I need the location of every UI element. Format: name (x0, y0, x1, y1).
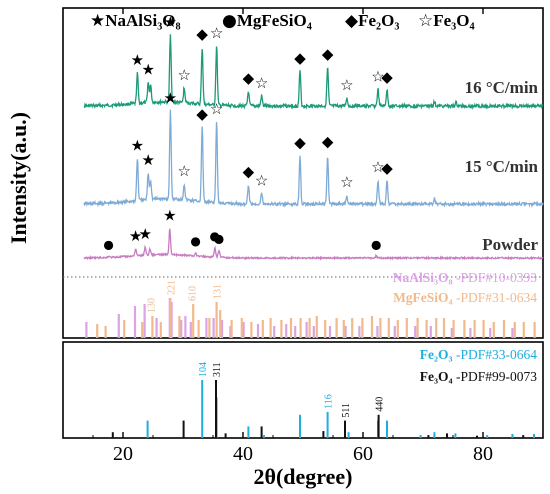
trace-2 (83, 109, 544, 209)
phase-marker: ☆ (210, 24, 223, 42)
chart-labels: 20 40 60 80 2θ(degree) Intensity(a.u.) 16 °C/m… (6, 78, 539, 489)
x-axis-title: 2θ(degree) (253, 464, 352, 489)
phase-marker: ☆ (177, 66, 190, 84)
phase-marker: ★ (164, 89, 177, 107)
hkl-label: 130 (147, 298, 158, 313)
x-tick-label: 60 (353, 443, 373, 465)
phase-marker: ☆ (255, 74, 268, 92)
y-axis-title: Intensity(a.u.) (6, 112, 31, 244)
series-label: 15 °C/min (465, 157, 539, 176)
trace-3 (83, 228, 544, 261)
hkl-label: 311 (212, 362, 223, 377)
x-tick-label: 40 (233, 443, 253, 465)
phase-legend: ★NaAlSi₃O₈ ●MgFeSiO₄ ◆Fe₂O₃ ☆Fe₃O₄ (90, 11, 475, 31)
phase-marker: ★ (141, 151, 154, 169)
phase-marker: ★ (141, 60, 154, 78)
legend-entry: ◆Fe₂O₃ (345, 11, 399, 31)
phase-marker: ★ (129, 227, 142, 245)
reference-pdf: -PDF#33-0664 (456, 347, 537, 362)
phase-marker: ◆ (243, 69, 255, 87)
reference-legend: Fe₂O₃ -PDF#33-0664 (420, 347, 537, 362)
legend-label: Fe₃O₄ (433, 11, 474, 30)
reference-phase: MgFeSiO₄ (393, 290, 456, 305)
trace-1 (83, 34, 544, 111)
plot-frames (62, 7, 544, 439)
legend-label: NaAlSi₃O₈ (105, 11, 180, 30)
x-tick-label: 80 (473, 443, 493, 465)
reference-pdf: -PDF#99-0073 (456, 369, 537, 384)
phase-marker: ◆ (322, 45, 334, 63)
phase-marker: ● (103, 237, 113, 251)
phase-marker: ● (190, 234, 200, 248)
legend-label: Fe₂O₃ (358, 11, 399, 30)
phase-markers: ★★★☆◆ ☆◆ ☆◆ ◆☆ ☆◆★★★☆◆ ☆◆ ☆◆ ◆☆☆◆● ★★★● ●● ● (103, 13, 393, 251)
phase-marker: ● (210, 229, 220, 243)
hkl-label: 511 (341, 403, 352, 418)
reference-legend: NaAlSi₃O₈ -PDF#10-0393 (393, 270, 537, 285)
legend-label: MgFeSiO₄ (237, 11, 312, 30)
x-tick-label: 20 (113, 443, 133, 465)
legend-entry: ★NaAlSi₃O₈ (90, 11, 181, 31)
phase-marker: ◆ (294, 49, 306, 67)
phase-marker: ◆ (196, 25, 208, 43)
reference-panel-frame (62, 341, 544, 439)
legend-symbol: ☆ (418, 11, 433, 31)
reference-phase: Fe₃O₄ (420, 369, 456, 384)
phase-marker: ◆ (294, 134, 306, 152)
hkl-label: 610 (187, 286, 198, 301)
phase-marker: ★ (163, 206, 176, 224)
phase-marker: ☆ (340, 76, 353, 94)
legend-symbol: ★ (90, 11, 105, 31)
phase-marker: ☆ (371, 67, 384, 85)
hkl-label: 104 (198, 362, 209, 377)
phase-marker: ★ (138, 225, 151, 243)
hkl-label: 116 (324, 394, 335, 409)
phase-marker: ☆ (255, 171, 268, 189)
legend-symbol: ● (222, 11, 237, 31)
series-label: Powder (482, 235, 538, 254)
reference-pdf: -PDF#10-0393 (456, 270, 537, 285)
phase-marker: ☆ (340, 173, 353, 191)
reference-phase: NaAlSi₃O₈ (393, 270, 456, 285)
phase-marker: ☆ (177, 162, 190, 180)
xrd-traces (83, 34, 544, 261)
legend-entry: ●MgFeSiO₄ (222, 11, 312, 31)
phase-marker: ☆ (371, 158, 384, 176)
hkl-label: 440 (375, 397, 386, 412)
reference-phase: Fe₂O₃ (420, 347, 456, 362)
phase-marker: ◆ (243, 163, 255, 181)
phase-marker: ● (371, 237, 381, 251)
phase-marker: ● (214, 231, 224, 245)
reference-legend: MgFeSiO₄ -PDF#31-0634 (393, 290, 537, 305)
series-label: 16 °C/min (465, 78, 539, 97)
legend-symbol: ◆ (345, 11, 359, 31)
reference-pdf: -PDF#31-0634 (456, 290, 537, 305)
reference-sticks (85, 298, 536, 438)
hkl-label: 131 (213, 284, 224, 299)
hkl-label: 221 (166, 280, 177, 295)
main-panel-frame (62, 7, 544, 339)
legend-entry: ☆Fe₃O₄ (418, 11, 475, 31)
phase-marker: ★ (131, 51, 144, 69)
phase-marker: ◆ (322, 133, 334, 151)
phase-marker: ☆ (210, 100, 223, 118)
phase-marker: ◆ (381, 159, 393, 177)
reference-legend: Fe₃O₄ -PDF#99-0073 (420, 369, 537, 384)
phase-marker: ★ (164, 13, 177, 31)
phase-marker: ◆ (196, 105, 208, 123)
phase-marker: ◆ (381, 68, 393, 86)
phase-marker: ★ (131, 136, 144, 154)
